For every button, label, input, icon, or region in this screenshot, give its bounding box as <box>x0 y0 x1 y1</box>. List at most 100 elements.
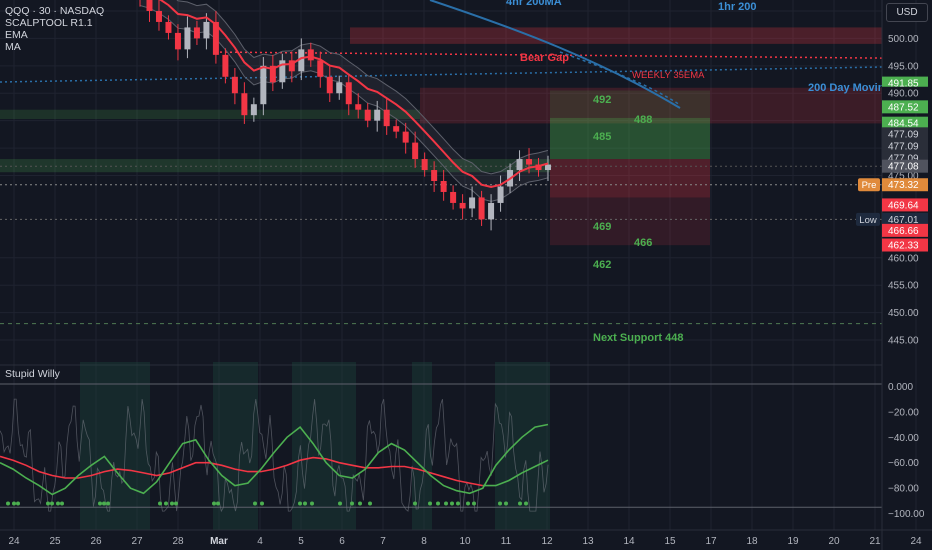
osc-signal-dot <box>12 501 16 506</box>
oscillator-title[interactable]: Stupid Willy <box>5 368 60 380</box>
candle-body <box>307 49 314 61</box>
osc-signal-dot <box>498 501 502 506</box>
time-axis[interactable]: 24 25 26 27 28 Mar 4 5 6 7 8 10 11 12 13 14 15 17 18 19 20 21… <box>0 529 932 547</box>
price-tag-value: 487.52 <box>888 102 919 113</box>
price-tag-bg <box>882 178 928 192</box>
osc-signal-dot <box>253 501 257 506</box>
annotation-label: 200 Day Moving A <box>808 82 902 94</box>
annotation-label: Bear Gap <box>520 52 569 64</box>
x-tick-label: 24 <box>910 536 922 547</box>
price-tag-value: 477.08 <box>888 162 919 173</box>
annotation-label: 1hr 200 <box>718 1 757 13</box>
candle-body <box>440 181 447 192</box>
price-tag-prefix: Low <box>859 215 877 226</box>
legend-indicator-ema[interactable]: EMA <box>5 29 28 41</box>
osc-signal-line-red <box>0 455 483 487</box>
x-tick-label: 20 <box>828 536 840 547</box>
price-tag-bg <box>882 127 928 141</box>
candle-body <box>155 10 162 22</box>
candle-body <box>193 27 200 39</box>
x-tick-label: 25 <box>49 536 61 547</box>
candle-body <box>364 109 371 121</box>
candle-body <box>374 109 381 121</box>
candle-body <box>526 159 533 165</box>
x-tick-label: 8 <box>421 536 427 547</box>
osc-signal-dot <box>310 501 314 506</box>
price-tag-prefix-bg <box>856 212 880 226</box>
osc-signal-dot <box>56 501 60 506</box>
price-axis[interactable]: 505.00500.00495.00490.00485.00480.00475.… <box>856 0 928 550</box>
x-tick-label: 11 <box>501 536 512 547</box>
price-tag-bg <box>882 198 928 212</box>
candle-body <box>355 104 362 110</box>
price-tag-value: 477.09 <box>888 141 919 152</box>
osc-signal-dot <box>450 501 454 506</box>
candle-body <box>393 126 400 132</box>
annotation-label: WEEKLY 35EMA <box>632 70 705 81</box>
target-green-zone-light <box>550 90 710 160</box>
price-tag-value: 491.85 <box>888 79 919 90</box>
ma-4hr-line <box>429 0 681 109</box>
x-tick-label: 14 <box>623 536 635 547</box>
y-tick-label: 495.00 <box>888 61 919 72</box>
candle-body <box>203 21 210 39</box>
ema-line <box>159 0 549 189</box>
price-tag-value: 484.54 <box>888 119 919 130</box>
y-tick-label: 445.00 <box>888 336 919 347</box>
candle-body <box>478 197 485 220</box>
candle-body <box>402 131 409 143</box>
osc-signal-dot <box>216 501 220 506</box>
x-tick-label: 28 <box>172 536 184 547</box>
osc-tick-label: −80.00 <box>888 484 919 495</box>
osc-signal-dot <box>212 501 216 506</box>
annotation-label: 488 <box>634 114 652 126</box>
x-tick-label: 13 <box>582 536 594 547</box>
x-tick-label: Mar <box>210 536 228 547</box>
candle-body <box>326 76 333 94</box>
candle-body <box>383 109 390 127</box>
osc-signal-dot <box>102 501 106 506</box>
left-green-band <box>0 109 420 120</box>
left-green-band-2 <box>0 159 550 173</box>
legend-indicator-ma[interactable]: MA <box>5 41 21 53</box>
grid <box>0 0 917 530</box>
target-red-zone <box>550 159 710 198</box>
y-tick-label: 450.00 <box>888 308 919 319</box>
candle-body <box>488 202 495 220</box>
price-tag-value: 490.00 <box>888 89 919 100</box>
x-tick-label: 26 <box>90 536 102 547</box>
x-tick-label: 21 <box>869 536 881 547</box>
price-tag-bg <box>882 100 928 114</box>
currency-button[interactable]: USD <box>886 3 928 22</box>
price-tag-bg <box>882 238 928 252</box>
osc-signal-dot <box>358 501 362 506</box>
osc-signal-dot <box>46 501 50 506</box>
y-tick-label: 460.00 <box>888 253 919 264</box>
candle-body <box>241 93 248 116</box>
bear-gap-zone <box>350 27 882 44</box>
candle-body <box>231 76 238 94</box>
price-tag-value: 469.64 <box>888 200 919 211</box>
price-tag-bg <box>882 139 928 153</box>
x-tick-label: 19 <box>787 536 799 547</box>
ma-200-day-line <box>0 66 883 83</box>
candle-body <box>336 82 343 94</box>
osc-signal-dot <box>524 501 528 506</box>
legend-indicator-scalptool[interactable]: SCALPTOOL R1.1 <box>5 17 93 29</box>
price-tag-value: 467.01 <box>888 215 919 226</box>
resistance-zone <box>420 87 882 124</box>
osc-signal-dot <box>60 501 64 506</box>
candle-body <box>412 142 419 160</box>
candle-body <box>317 60 324 77</box>
x-tick-label: 10 <box>459 536 471 547</box>
x-tick-label: 6 <box>339 536 345 547</box>
osc-tick-label: 0.000 <box>888 382 913 393</box>
y-tick-label: 500.00 <box>888 34 919 45</box>
candle-body <box>146 0 153 11</box>
x-tick-label: 12 <box>541 536 553 547</box>
legend-symbol[interactable]: QQQ · 30 · NASDAQ <box>5 5 105 17</box>
price-tag-bg <box>882 86 928 100</box>
candle-body <box>421 159 428 171</box>
x-tick-label: 4 <box>257 536 263 547</box>
